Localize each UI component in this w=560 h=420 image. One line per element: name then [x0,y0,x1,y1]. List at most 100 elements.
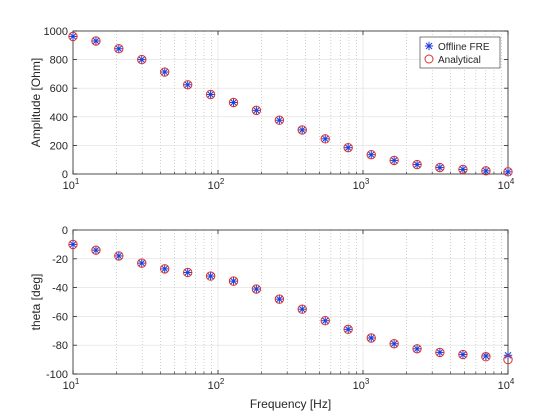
data-point-circle [182,80,193,90]
x-tick-label: 103 [353,177,370,192]
y-axis-label: theta [deg] [29,274,43,331]
data-point-asterisk [435,163,445,172]
data-point-circle [458,349,468,360]
legend-box [419,36,501,69]
data-point-circle [91,245,101,255]
data-point-circle [366,149,376,160]
data-point-circle [228,276,239,286]
data-point-circle [481,352,491,362]
y-tick-label: 0 [62,169,68,181]
data-point-circle [503,167,513,177]
data-point-asterisk [91,36,101,46]
data-point-asterisk [160,67,169,77]
data-point-circle [320,134,330,144]
data-point-circle [182,267,193,278]
data-point-circle [114,251,124,261]
data-point-circle [458,164,468,175]
plot-area [73,230,508,374]
x-tick-label: 101 [63,177,80,192]
y-tick-label: 1000 [44,26,68,38]
axes-2: 101 102 103 104 -100 -80 -60 -40 -20 0 theta [deg]… [29,225,515,411]
legend-label: Offline FRE [438,42,490,53]
data-point-asterisk [137,55,146,64]
data-point-asterisk [229,98,238,107]
legend-label: Analytical [438,55,481,66]
data-point-circle [389,339,399,349]
legend-marker-asterisk [424,41,434,51]
x-tick-label: 104 [498,377,515,392]
data-point-asterisk [183,80,192,89]
data-point-asterisk [435,348,445,357]
data-point-circle [91,36,101,46]
data-point-circle [389,155,399,166]
data-point-circle [205,271,216,281]
data-point-asterisk [458,350,468,359]
data-point-asterisk [389,156,399,165]
data-point-asterisk [114,251,124,261]
data-point-circle [137,258,147,268]
data-point-circle [435,162,445,173]
data-point-asterisk [137,258,146,268]
data-point-circle [274,115,285,125]
data-point-asterisk [183,268,192,277]
x-tick-label: 102 [208,377,225,392]
data-point-circle [228,97,239,108]
data-point-circle [137,54,147,65]
y-tick-label: -100 [46,369,68,381]
data-point-asterisk [367,333,376,343]
data-point-circle [503,354,513,365]
data-point-circle [297,304,307,314]
y-axis-label: Amplitude [Ohm] [29,58,43,147]
data-point-circle [251,284,262,294]
data-point-circle [343,324,353,335]
y-tick-label: 0 [62,225,68,237]
data-point-asterisk [298,125,307,135]
data-point-circle [160,264,170,274]
data-point-circle [343,142,353,153]
data-point-asterisk [206,90,215,99]
legend-marker-circle [424,54,434,64]
data-point-asterisk [229,276,238,286]
data-point-asterisk [412,344,422,353]
data-point-circle [114,44,124,54]
data-point-asterisk [68,240,78,249]
data-point-circle [412,159,422,170]
data-point-circle [366,333,376,343]
data-point-asterisk [252,106,261,115]
y-tick-label: -60 [52,311,68,323]
axes-1: 101 102 103 104 0 200 400 600 800 1000 Amplitude [… [29,26,515,192]
data-point-circle [251,105,262,116]
y-tick-label: -40 [52,283,68,295]
data-point-circle [68,239,78,250]
series-analytical [68,239,513,365]
data-point-circle [412,344,422,354]
data-point-asterisk [481,166,491,176]
x-tick-label: 102 [208,177,225,192]
x-tick-label: 104 [498,177,515,192]
data-point-asterisk [503,167,513,177]
data-point-circle [274,294,285,304]
x-axis-label: Frequency [Hz] [250,397,331,411]
data-point-circle [481,166,491,176]
data-point-circle [160,67,170,77]
data-point-asterisk [412,160,422,169]
data-point-circle [297,125,307,135]
y-tick-label: 200 [50,140,68,152]
data-point-asterisk [389,339,399,348]
axes-box [72,229,509,375]
data-point-circle [320,316,330,326]
axes-box [72,30,509,175]
series-analytical [68,31,513,177]
data-point-asterisk [275,294,284,304]
data-point-circle [435,347,445,358]
data-point-asterisk [343,143,353,152]
data-point-asterisk [321,134,330,144]
data-point-asterisk [275,116,284,125]
series-offline-fre [68,32,513,177]
data-point-circle [68,31,78,42]
data-point-asterisk [206,271,215,281]
data-point-asterisk [321,316,330,325]
y-tick-label: 800 [50,55,68,67]
y-tick-label: 600 [50,83,68,95]
